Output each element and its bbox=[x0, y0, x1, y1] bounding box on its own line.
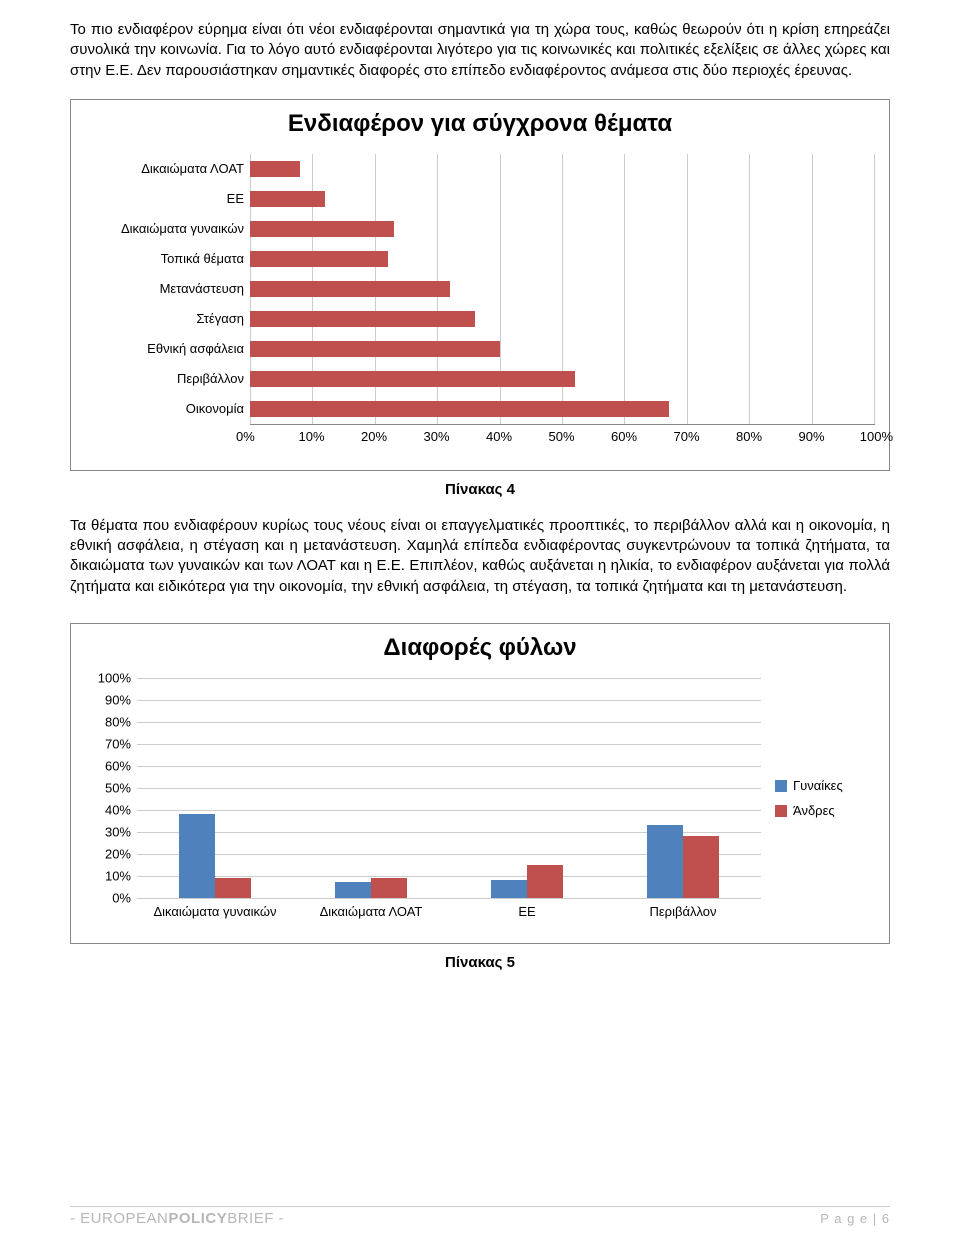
legend-label: Άνδρες bbox=[793, 803, 835, 818]
legend-item: Άνδρες bbox=[775, 803, 875, 818]
chart2-category-label: Περιβάλλον bbox=[605, 904, 761, 919]
chart-gender-differences: Διαφορές φύλων 0% 10% 20% 30% 40% 50% 60% 70% 80… bbox=[70, 623, 890, 944]
chart2-ytick: 0% bbox=[112, 890, 131, 905]
chart2-legend: Γυναίκες Άνδρες bbox=[775, 678, 875, 919]
chart1-bar bbox=[250, 401, 669, 417]
page-footer: - EUROPEANPOLICYBRIEF - P a g e | 6 bbox=[70, 1206, 890, 1227]
chart2-ytick: 60% bbox=[105, 758, 131, 773]
footer-page-number: P a g e | 6 bbox=[820, 1211, 890, 1226]
chart2-bar bbox=[371, 878, 407, 898]
chart1-plot-area: 0%10%20%30%40%50%60%70%80%90%100% bbox=[250, 154, 875, 424]
chart1-y-labels: Δικαιώματα ΛΟΑΤΕΕΔικαιώματα γυναικώνΤοπι… bbox=[85, 154, 250, 424]
chart1-bar bbox=[250, 191, 325, 207]
legend-swatch bbox=[775, 805, 787, 817]
chart1-category-label: Δικαιώματα ΛΟΑΤ bbox=[85, 154, 250, 184]
chart2-title: Διαφορές φύλων bbox=[85, 634, 875, 662]
chart1-category-label: Περιβάλλον bbox=[85, 364, 250, 394]
chart1-category-label: Τοπικά θέματα bbox=[85, 244, 250, 274]
chart1-caption: Πίνακας 4 bbox=[70, 481, 890, 498]
chart1-title: Ενδιαφέρον για σύγχρονα θέματα bbox=[85, 110, 875, 138]
chart2-bar bbox=[527, 865, 563, 898]
chart2-bar bbox=[491, 880, 527, 898]
chart2-ytick: 80% bbox=[105, 714, 131, 729]
chart1-category-label: Δικαιώματα γυναικών bbox=[85, 214, 250, 244]
footer-brand-prefix: - EUROPEAN bbox=[70, 1210, 168, 1227]
chart-interest-topics: Ενδιαφέρον για σύγχρονα θέματα Δικαιώματ… bbox=[70, 99, 890, 471]
chart2-bar bbox=[647, 825, 683, 898]
legend-item: Γυναίκες bbox=[775, 778, 875, 793]
chart2-ytick: 10% bbox=[105, 868, 131, 883]
footer-brand-suffix: BRIEF - bbox=[227, 1210, 284, 1227]
chart2-ytick: 70% bbox=[105, 736, 131, 751]
chart2-ytick: 100% bbox=[98, 670, 131, 685]
chart1-bar bbox=[250, 251, 388, 267]
intro-paragraph-1: Το πιο ενδιαφέρον εύρημα είναι ότι νέοι … bbox=[70, 20, 890, 81]
chart2-bar bbox=[215, 878, 251, 898]
footer-brand-bold: POLICY bbox=[168, 1210, 227, 1227]
chart1-category-label: Οικονομία bbox=[85, 394, 250, 424]
chart1-category-label: Μετανάστευση bbox=[85, 274, 250, 304]
chart2-ytick: 50% bbox=[105, 780, 131, 795]
chart2-caption: Πίνακας 5 bbox=[70, 954, 890, 971]
chart2-y-axis: 0%10%20%30%40%50%60%70%80%90%100% bbox=[85, 678, 137, 898]
chart2-ytick: 40% bbox=[105, 802, 131, 817]
footer-brand: - EUROPEANPOLICYBRIEF - bbox=[70, 1210, 284, 1227]
chart2-ytick: 20% bbox=[105, 846, 131, 861]
chart1-bar bbox=[250, 311, 475, 327]
chart2-plot-area bbox=[137, 678, 761, 898]
chart2-bar bbox=[179, 814, 215, 898]
chart1-bar bbox=[250, 281, 450, 297]
chart2-category-label: Δικαιώματα ΛΟΑΤ bbox=[293, 904, 449, 919]
chart2-bar bbox=[335, 882, 371, 897]
chart2-x-axis: Δικαιώματα γυναικώνΔικαιώματα ΛΟΑΤΕΕΠερι… bbox=[137, 904, 761, 919]
chart1-bar bbox=[250, 371, 575, 387]
legend-swatch bbox=[775, 780, 787, 792]
chart2-ytick: 90% bbox=[105, 692, 131, 707]
paragraph-2: Τα θέματα που ενδιαφέρουν κυρίως τους νέ… bbox=[70, 516, 890, 597]
chart1-category-label: Στέγαση bbox=[85, 304, 250, 334]
chart1-category-label: ΕΕ bbox=[85, 184, 250, 214]
chart2-bar bbox=[683, 836, 719, 898]
chart1-category-label: Εθνική ασφάλεια bbox=[85, 334, 250, 364]
chart1-bar bbox=[250, 341, 500, 357]
legend-label: Γυναίκες bbox=[793, 778, 843, 793]
chart1-bar bbox=[250, 161, 300, 177]
chart1-bar bbox=[250, 221, 394, 237]
chart2-category-label: ΕΕ bbox=[449, 904, 605, 919]
chart2-ytick: 30% bbox=[105, 824, 131, 839]
chart2-category-label: Δικαιώματα γυναικών bbox=[137, 904, 293, 919]
